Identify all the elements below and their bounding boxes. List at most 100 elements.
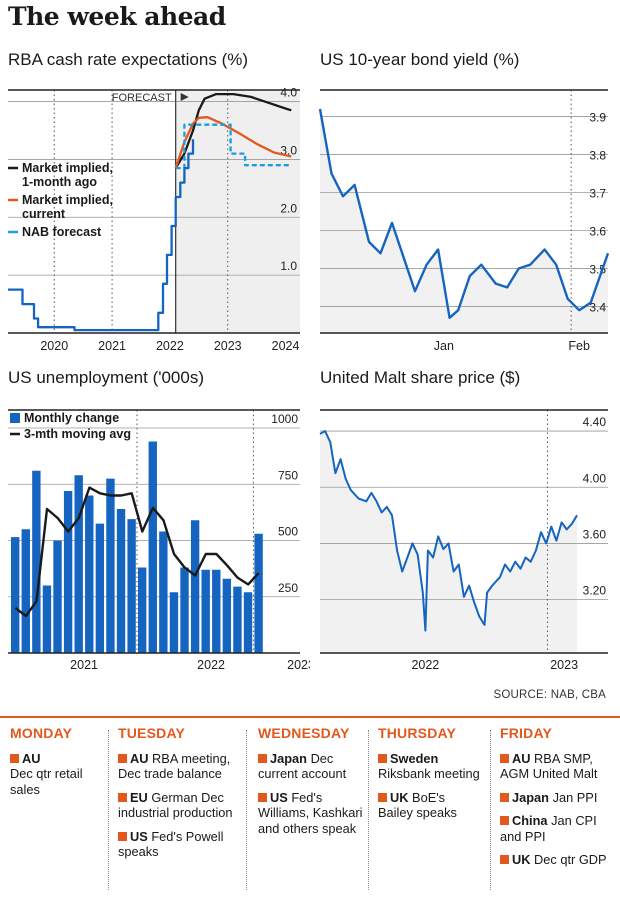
column-divider [108,730,109,890]
legend-label: 3-mth moving avg [24,427,131,441]
page-title: The week ahead [8,2,226,31]
column-divider [246,730,247,890]
x-tick-label: Feb [568,339,590,353]
y-tick-label: 2.0 [280,201,297,215]
event-text: RBA SMP, AGM United Malt [500,750,598,782]
y-tick-label: 4.0 [280,86,297,100]
series-line-2 [175,123,292,170]
y-tick-label: 750 [278,468,298,482]
bar [148,441,157,653]
legend-label: Market implied, current [22,193,113,221]
legend-label: Market implied, 1-month ago [22,161,113,189]
bar [233,586,242,653]
series-line-1 [174,116,292,169]
rba-chart-title: RBA cash rate expectations (%) [8,50,249,69]
event-country: AU [22,750,41,766]
y-tick-label: 3.9 [589,111,606,125]
event-text: Dec current account [258,750,347,782]
event-country: US [130,828,148,844]
event-text: Dec qtr retail sales [10,766,83,797]
series-line [319,430,578,632]
bar [21,529,30,653]
y-tick-label: 1000 [271,412,298,426]
event-text: German Dec industrial production [118,789,233,821]
x-tick-label: 2022 [156,339,184,353]
y-tick-label: 500 [278,525,298,539]
event-item: AU Dec qtr retail sales [10,751,106,798]
unemployment-chart-title: US unemployment ('000s) [8,368,204,387]
bar [138,567,147,653]
event-item: Japan Jan PPI [500,790,612,806]
bar [180,567,189,653]
bar [169,592,179,653]
event-item: US Fed's Williams, Kashkari and others s… [258,790,368,837]
event-item: Japan Dec current account [258,751,368,782]
y-tick-label: 4.00 [583,471,607,485]
event-text: Jan PPI [552,789,598,805]
bar [11,537,20,653]
unemployment-chart: 250 500 750 1000 2021 2022 2023 Monthly change 3… [8,409,310,672]
x-tick-label: 2021 [98,339,126,353]
y-tick-label: 3.60 [583,527,607,541]
moving-average-line [14,486,260,618]
x-tick-label: 2022 [197,658,225,672]
event-item: UK Dec qtr GDP [500,852,612,868]
bar [243,592,253,653]
malt-share-price-chart: 3.20 3.60 4.00 4.40 2022 2023 [319,409,608,672]
legend-label: Monthly change [24,411,119,425]
event-country: UK [512,852,531,867]
event-item: EU German Dec industrial production [118,790,243,821]
y-tick-label: 3.6 [589,224,606,238]
event-country: Japan [512,789,549,805]
bar [190,520,200,653]
day-column-tuesday: TUESDAY AU RBA meeting, Dec trade balanc… [118,725,243,868]
event-text: Riksbank meeting [378,766,480,781]
y-tick-label: 3.8 [589,149,606,163]
x-tick-label: Jan [434,339,454,353]
day-column-friday: FRIDAY AU RBA SMP, AGM United Malt Japan… [500,725,612,876]
forecast-arrow-icon [180,93,189,101]
event-item: Sweden Riksbank meeting [378,751,482,782]
bar [85,495,94,653]
series-line-4 [175,139,195,199]
bond-chart-title: US 10-year bond yield (%) [320,50,520,69]
bar [63,491,73,653]
event-item: AU RBA SMP, AGM United Malt [500,751,612,782]
event-text: Fed's Williams, Kashkari and others spea… [258,789,363,836]
event-text: Dec qtr GDP [534,852,607,867]
y-tick-label: 1.0 [280,259,297,273]
y-tick-label: 3.4 [589,300,606,314]
day-name: MONDAY [10,725,73,741]
day-column-monday: MONDAY AU Dec qtr retail sales [10,725,106,805]
malt-chart-title: United Malt share price ($) [320,368,521,387]
series-line-3 [8,197,177,332]
y-tick-label: 3.7 [589,187,606,201]
event-country: AU [130,750,149,766]
forecast-shading [175,90,300,333]
day-name: THURSDAY [378,725,457,741]
event-country: UK [390,789,409,805]
x-tick-label: 2022 [411,658,439,672]
source-note: SOURCE: NAB, CBA [493,689,606,701]
x-tick-label: 2023 [214,339,242,353]
event-item: UK BoE's Bailey speaks [378,790,482,821]
week-ahead-calendar: MONDAY AU Dec qtr retail sales TUESDAY AU… [0,716,620,900]
event-item: AU RBA meeting, Dec trade balance [118,751,243,782]
area-fill [320,109,608,333]
forecast-label: FORECAST [112,92,172,104]
event-country: Japan [270,750,307,766]
y-tick-label: 4.40 [583,415,607,429]
column-divider [368,730,369,890]
column-divider [490,730,491,890]
bar [95,523,105,653]
bar [127,519,136,653]
x-tick-label: 2020 [40,339,68,353]
event-text: Jan CPI and PPI [500,813,597,844]
event-item: China Jan CPI and PPI [500,813,612,844]
day-name: WEDNESDAY [258,725,350,741]
x-tick-label: 2023 [550,658,578,672]
x-tick-label: 2023 [287,658,310,672]
bar [74,475,83,653]
